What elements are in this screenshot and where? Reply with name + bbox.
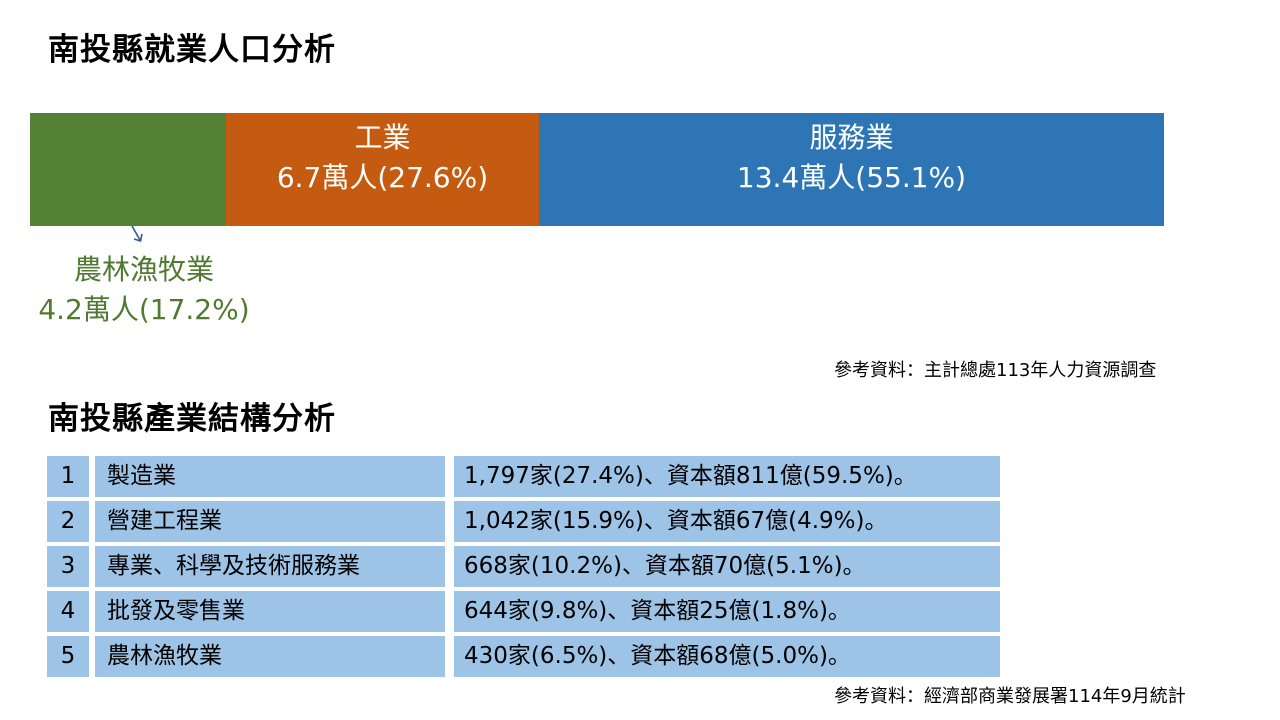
industry-source-note: 參考資料：經濟部商業發展署114年9月統計 (834, 686, 1186, 707)
stat-cell: 1,042家(15.9%)、資本額67億(4.9%)。 (454, 501, 1000, 542)
rank-cell: 3 (47, 546, 89, 587)
bar-segment-label: 工業 6.7萬人(27.6%) (226, 118, 539, 198)
stat-cell: 668家(10.2%)、資本額70億(5.1%)。 (454, 546, 1000, 587)
bar-segment-services (539, 113, 1164, 226)
segment-name: 工業 (354, 121, 411, 154)
callout-arrow-icon (131, 225, 143, 243)
industry-cell: 製造業 (95, 456, 445, 497)
employment-source-note: 參考資料：主計總處113年人力資源調查 (834, 360, 1157, 381)
industry-cell: 營建工程業 (95, 501, 445, 542)
industry-cell: 農林漁牧業 (95, 636, 445, 677)
employment-title: 南投縣就業人口分析 (48, 32, 336, 68)
segment-name: 農林漁牧業 (73, 253, 214, 286)
rank-cell: 1 (47, 456, 89, 497)
stat-cell: 430家(6.5%)、資本額68億(5.0%)。 (454, 636, 1000, 677)
rank-cell: 5 (47, 636, 89, 677)
segment-value: 6.7萬人(27.6%) (276, 161, 489, 194)
segment-name: 服務業 (809, 121, 894, 154)
rank-cell: 4 (47, 591, 89, 632)
industry-title: 南投縣產業結構分析 (48, 401, 336, 437)
bar-segment-agriculture (30, 113, 226, 226)
segment-label-agriculture: 農林漁牧業 4.2萬人(17.2%) (20, 250, 268, 330)
industry-cell: 批發及零售業 (95, 591, 445, 632)
segment-value: 4.2萬人(17.2%) (38, 293, 250, 326)
stat-cell: 1,797家(27.4%)、資本額811億(59.5%)。 (454, 456, 1000, 497)
bar-segment-label: 服務業 13.4萬人(55.1%) (539, 118, 1164, 198)
industry-cell: 專業、科學及技術服務業 (95, 546, 445, 587)
bar-segment-industry (226, 113, 539, 226)
stat-cell: 644家(9.8%)、資本額25億(1.8%)。 (454, 591, 1000, 632)
rank-cell: 2 (47, 501, 89, 542)
segment-value: 13.4萬人(55.1%) (736, 161, 967, 194)
